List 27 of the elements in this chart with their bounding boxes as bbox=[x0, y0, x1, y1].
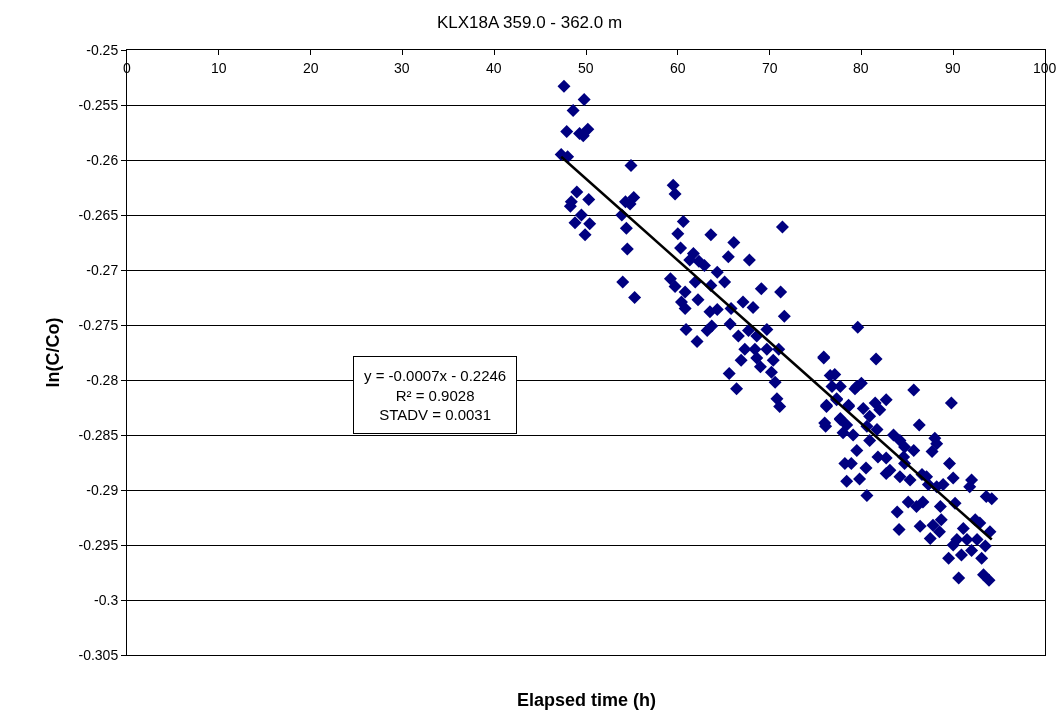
y-tick-label: -0.26 bbox=[86, 151, 119, 168]
y-tick-label: -0.305 bbox=[78, 646, 119, 663]
y-tick-label: -0.28 bbox=[86, 371, 119, 388]
x-tick-label: 30 bbox=[394, 60, 410, 76]
x-tick-label: 20 bbox=[303, 60, 319, 76]
y-tick-label: -0.3 bbox=[94, 591, 119, 608]
y-tick-label: -0.265 bbox=[78, 206, 119, 223]
x-tick-label: 70 bbox=[762, 60, 778, 76]
y-tick-label: -0.27 bbox=[86, 261, 119, 278]
y-tick-label: -0.255 bbox=[78, 96, 119, 113]
x-tick-label: 40 bbox=[486, 60, 502, 76]
y-tick-label: -0.29 bbox=[86, 481, 119, 498]
annotation: y = -0.0007x - 0.2246 bbox=[364, 367, 507, 384]
y-tick-label: -0.275 bbox=[78, 316, 119, 333]
x-tick-label: 80 bbox=[853, 60, 869, 76]
y-tick-label: -0.285 bbox=[78, 426, 119, 443]
annotation: R² = 0.9028 bbox=[395, 386, 475, 404]
x-axis-title: Elapsed time (h) bbox=[517, 690, 657, 710]
y-axis-title: ln(C/Co) bbox=[42, 317, 63, 388]
x-tick-label: 50 bbox=[578, 60, 594, 76]
annotation: STADV = 0.0031 bbox=[379, 406, 492, 423]
x-tick-label: 90 bbox=[945, 60, 961, 76]
chart-title: KLX18A 359.0 - 362.0 m bbox=[436, 12, 623, 32]
x-tick-label: 10 bbox=[211, 60, 227, 76]
x-tick-label: 60 bbox=[670, 60, 686, 76]
y-tick-label: -0.295 bbox=[78, 536, 119, 553]
y-tick-label: -0.25 bbox=[86, 41, 119, 58]
